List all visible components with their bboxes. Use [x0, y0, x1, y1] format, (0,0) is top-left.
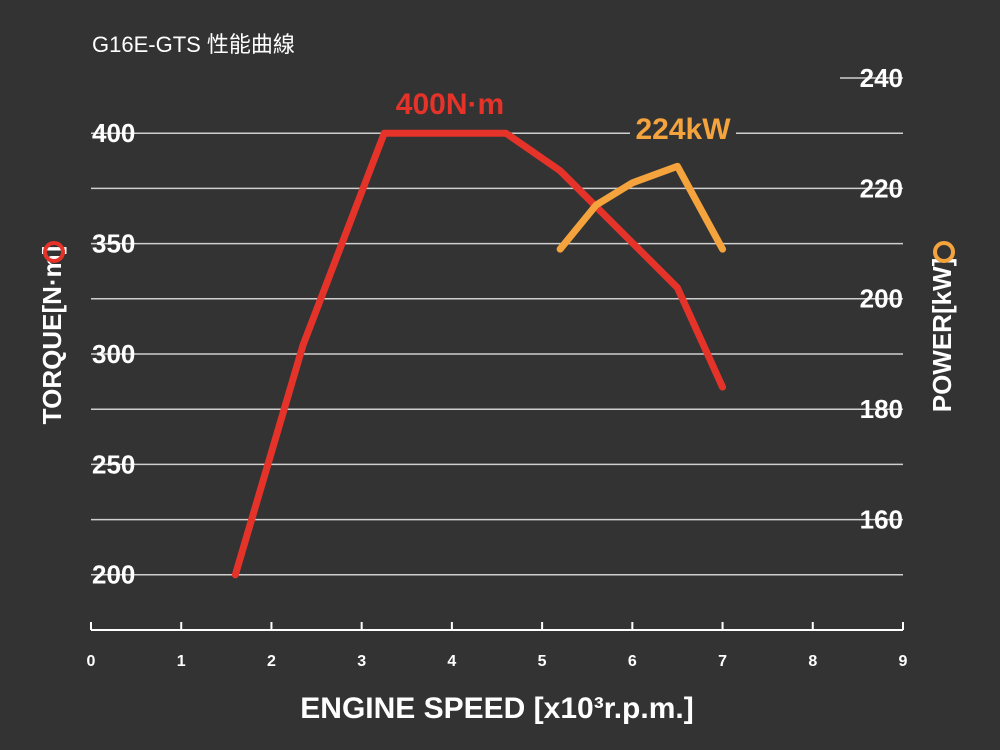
x-tick-label: 9 [899, 653, 908, 670]
y-tick-label: 350 [92, 228, 135, 258]
x-tick-label: 3 [357, 653, 366, 670]
y-axis-label: TORQUE[N·m] [37, 246, 67, 425]
y2-axis-label: POWER[kW] [927, 258, 957, 413]
annotation-bg [392, 88, 508, 122]
legend-icon [933, 241, 955, 263]
x-tick-label: 1 [177, 653, 186, 670]
x-tick-label: 2 [267, 653, 276, 670]
legend-icon [43, 241, 65, 263]
x-axis-label: ENGINE SPEED [x10³r.p.m.] [300, 692, 693, 725]
grid [90, 77, 904, 631]
x-tick-label: 5 [538, 653, 547, 670]
series-line [231, 129, 727, 579]
lines [231, 129, 727, 579]
y2-tick-label: 200 [860, 284, 903, 314]
chart-title: G16E-GTS 性能曲線 [92, 32, 295, 57]
x-tick-label: 6 [628, 653, 637, 670]
x-tick-label: 0 [87, 653, 96, 670]
series-line [556, 162, 727, 253]
y-tick-label: 400 [92, 118, 135, 148]
annotation: 224kW [635, 113, 731, 146]
y-tick-label: 200 [92, 560, 135, 590]
y-tick-label: 300 [92, 339, 135, 369]
x-tick-label: 7 [718, 653, 727, 670]
y-tick-label: 250 [92, 449, 135, 479]
x-tick-label: 8 [808, 653, 817, 670]
annotation: 400N·m [396, 88, 504, 121]
y2-tick-label: 220 [860, 173, 903, 203]
y2-tick-label: 160 [860, 504, 903, 534]
x-tick-label: 4 [447, 653, 456, 670]
y2-tick-label: 180 [860, 394, 903, 424]
annotation-bg [630, 114, 736, 148]
y2-tick-label: 240 [860, 63, 903, 93]
